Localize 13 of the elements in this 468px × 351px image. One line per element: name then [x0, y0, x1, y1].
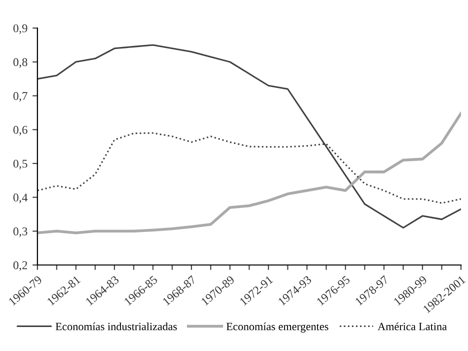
- y-tick-label: 0,8: [13, 58, 28, 68]
- y-tick-label: 0,7: [13, 92, 28, 102]
- y-tick-label: 0,9: [13, 24, 28, 34]
- y-tick-label: 0,5: [13, 160, 28, 170]
- y-tick-label: 0,6: [13, 126, 28, 136]
- y-tick-label: 0,3: [13, 227, 28, 238]
- y-tick-label: 0,2: [13, 261, 28, 271]
- legend-label: Economías industrializadas: [56, 322, 177, 330]
- legend-label: América Latina: [378, 322, 447, 330]
- line-series: [37, 112, 461, 234]
- y-tick-label: 0,4: [13, 194, 28, 204]
- line-series: [37, 44, 461, 229]
- legend-label: Economías emergentes: [226, 322, 328, 333]
